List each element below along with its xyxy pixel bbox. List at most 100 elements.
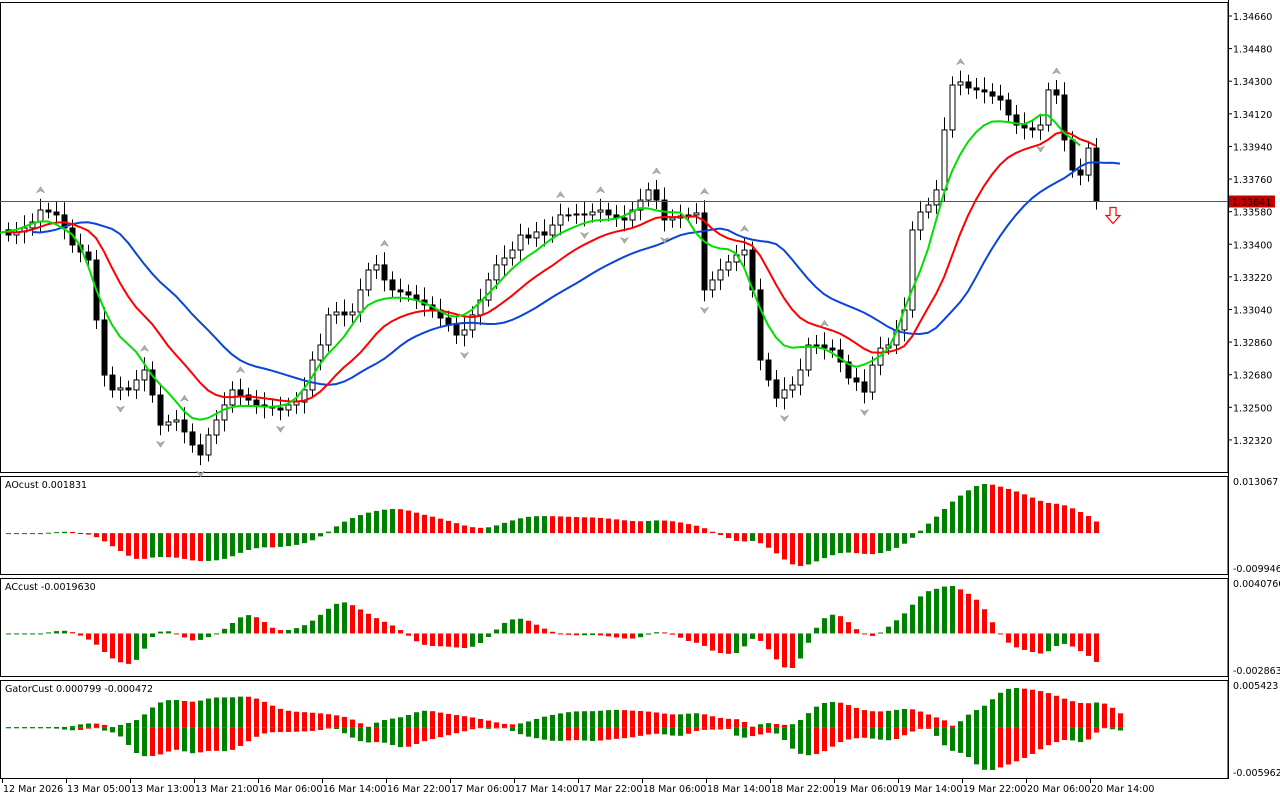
bearish-candle[interactable]	[389, 279, 396, 291]
bullish-candle[interactable]	[317, 344, 324, 361]
bullish-candle[interactable]	[549, 224, 556, 236]
bearish-candle[interactable]	[861, 381, 868, 393]
bearish-candle[interactable]	[621, 217, 628, 221]
bearish-candle[interactable]	[1077, 169, 1084, 176]
bullish-candle[interactable]	[637, 199, 644, 211]
bullish-candle[interactable]	[589, 211, 596, 216]
bullish-candle[interactable]	[925, 204, 932, 213]
bearish-candle[interactable]	[853, 377, 860, 383]
bearish-candle[interactable]	[237, 389, 244, 396]
bullish-candle[interactable]	[717, 269, 724, 281]
bearish-candle[interactable]	[965, 81, 972, 89]
bullish-candle[interactable]	[325, 314, 332, 346]
bearish-candle[interactable]	[397, 289, 404, 293]
bullish-candle[interactable]	[949, 84, 956, 131]
bearish-candle[interactable]	[53, 211, 60, 216]
bullish-candle[interactable]	[213, 419, 220, 436]
bearish-candle[interactable]	[277, 407, 284, 411]
bearish-candle[interactable]	[253, 399, 260, 406]
bearish-candle[interactable]	[1053, 89, 1060, 96]
bullish-candle[interactable]	[133, 379, 140, 391]
bullish-candle[interactable]	[517, 234, 524, 251]
bullish-candle[interactable]	[165, 421, 172, 426]
bullish-candle[interactable]	[1045, 89, 1052, 126]
bearish-candle[interactable]	[581, 213, 588, 216]
bearish-candle[interactable]	[181, 419, 188, 433]
bullish-candle[interactable]	[285, 404, 292, 411]
bullish-candle[interactable]	[869, 364, 876, 393]
bearish-candle[interactable]	[125, 387, 132, 391]
bullish-candle[interactable]	[493, 264, 500, 281]
bullish-candle[interactable]	[813, 344, 820, 347]
bearish-candle[interactable]	[605, 209, 612, 216]
bearish-candle[interactable]	[1005, 99, 1012, 116]
bullish-candle[interactable]	[373, 264, 380, 271]
bearish-candle[interactable]	[661, 199, 668, 221]
bearish-candle[interactable]	[45, 209, 52, 213]
bearish-candle[interactable]	[453, 324, 460, 336]
bearish-candle[interactable]	[1021, 124, 1028, 129]
bullish-candle[interactable]	[781, 389, 788, 399]
bullish-candle[interactable]	[645, 189, 652, 201]
bearish-candle[interactable]	[341, 311, 348, 316]
bearish-candle[interactable]	[845, 361, 852, 379]
bullish-candle[interactable]	[797, 369, 804, 386]
bullish-candle[interactable]	[485, 279, 492, 301]
bearish-candle[interactable]	[1013, 114, 1020, 126]
bearish-candle[interactable]	[541, 231, 548, 236]
bearish-candle[interactable]	[405, 291, 412, 296]
bearish-candle[interactable]	[189, 431, 196, 446]
bullish-candle[interactable]	[365, 269, 372, 291]
bearish-candle[interactable]	[85, 251, 92, 261]
bullish-candle[interactable]	[789, 384, 796, 391]
bearish-candle[interactable]	[973, 87, 980, 91]
bullish-candle[interactable]	[173, 419, 180, 423]
bullish-candle[interactable]	[509, 249, 516, 259]
bearish-candle[interactable]	[1029, 127, 1036, 131]
bearish-candle[interactable]	[109, 374, 116, 391]
bullish-candle[interactable]	[501, 257, 508, 266]
bullish-candle[interactable]	[357, 289, 364, 313]
bearish-candle[interactable]	[157, 394, 164, 426]
bearish-candle[interactable]	[1061, 94, 1068, 141]
bearish-candle[interactable]	[1069, 139, 1076, 171]
bullish-candle[interactable]	[741, 249, 748, 256]
bearish-candle[interactable]	[1093, 147, 1100, 202]
bullish-candle[interactable]	[117, 387, 124, 391]
bullish-candle[interactable]	[725, 261, 732, 271]
bullish-candle[interactable]	[629, 209, 636, 221]
bearish-candle[interactable]	[765, 359, 772, 381]
bullish-candle[interactable]	[205, 434, 212, 456]
bullish-candle[interactable]	[1037, 124, 1044, 131]
bullish-candle[interactable]	[941, 129, 948, 191]
bearish-candle[interactable]	[653, 189, 660, 201]
bullish-candle[interactable]	[333, 311, 340, 316]
bullish-candle[interactable]	[669, 217, 676, 221]
bullish-candle[interactable]	[957, 81, 964, 86]
bullish-candle[interactable]	[1085, 147, 1092, 176]
bullish-candle[interactable]	[301, 389, 308, 403]
bearish-candle[interactable]	[829, 347, 836, 351]
bearish-candle[interactable]	[821, 344, 828, 349]
bullish-candle[interactable]	[597, 209, 604, 213]
bearish-candle[interactable]	[997, 95, 1004, 101]
bearish-candle[interactable]	[197, 444, 204, 456]
bearish-candle[interactable]	[701, 212, 708, 291]
bullish-candle[interactable]	[573, 213, 580, 216]
bearish-candle[interactable]	[525, 234, 532, 239]
bullish-candle[interactable]	[349, 311, 356, 316]
bullish-candle[interactable]	[909, 229, 916, 311]
bullish-candle[interactable]	[293, 401, 300, 406]
bullish-candle[interactable]	[917, 211, 924, 231]
bearish-candle[interactable]	[149, 369, 156, 396]
bullish-candle[interactable]	[37, 209, 44, 223]
bullish-candle[interactable]	[933, 189, 940, 206]
bullish-candle[interactable]	[557, 214, 564, 226]
bearish-candle[interactable]	[381, 264, 388, 281]
bearish-candle[interactable]	[773, 379, 780, 399]
bullish-candle[interactable]	[221, 404, 228, 421]
bearish-candle[interactable]	[989, 91, 996, 97]
bullish-candle[interactable]	[533, 231, 540, 239]
bearish-candle[interactable]	[101, 319, 108, 376]
